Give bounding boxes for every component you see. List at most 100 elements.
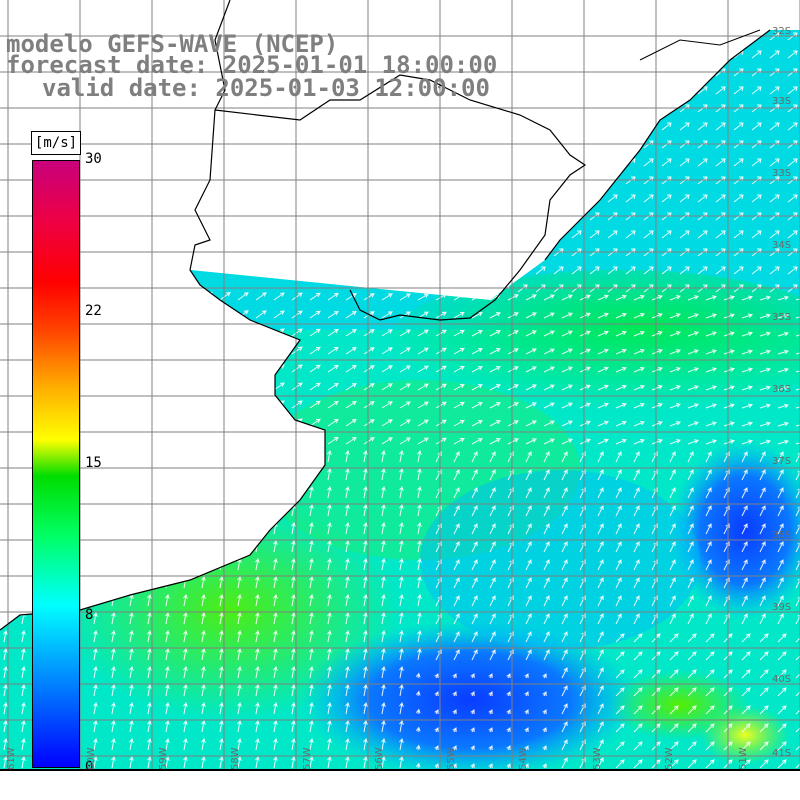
wind-arrow xyxy=(741,741,751,751)
wind-arrow xyxy=(597,667,604,679)
wind-arrow xyxy=(561,631,568,643)
wind-arrow xyxy=(517,50,528,59)
wind-arrow xyxy=(363,737,368,751)
wind-arrow xyxy=(597,559,604,571)
wind-arrow xyxy=(470,727,475,733)
wind-arrow xyxy=(21,434,33,445)
wind-arrow xyxy=(183,345,195,355)
wind-arrow xyxy=(669,439,681,445)
wind-arrow xyxy=(3,434,15,445)
wind-arrow xyxy=(669,741,679,751)
wind-arrow xyxy=(129,557,134,571)
wind-arrow xyxy=(453,577,460,589)
wind-arrow xyxy=(597,721,604,733)
wind-arrow xyxy=(687,687,697,697)
wind-arrow xyxy=(751,266,762,275)
wind-arrow xyxy=(759,439,771,445)
wind-arrow xyxy=(399,755,404,769)
wind-arrow xyxy=(759,313,771,319)
wind-arrow xyxy=(705,487,712,499)
wind-arrow xyxy=(661,122,672,131)
wind-arrow xyxy=(291,611,296,625)
wind-arrow xyxy=(183,485,188,499)
wind-arrow xyxy=(453,613,460,625)
wind-arrow xyxy=(435,383,447,391)
wind-arrow xyxy=(571,194,582,203)
wind-arrow xyxy=(499,158,510,167)
wind-arrow xyxy=(3,344,15,355)
wind-arrow xyxy=(309,575,314,589)
wind-arrow xyxy=(488,763,493,769)
wind-arrow xyxy=(381,629,386,643)
wind-arrow xyxy=(327,521,332,535)
wind-arrow xyxy=(705,451,712,463)
wind-arrow xyxy=(741,331,753,337)
wind-arrow xyxy=(679,230,690,239)
wind-arrow xyxy=(219,611,224,625)
wind-arrow xyxy=(434,745,439,751)
wind-arrow xyxy=(93,398,105,409)
wind-arrow xyxy=(3,665,8,679)
wind-arrow xyxy=(291,292,303,301)
wind-arrow xyxy=(597,631,604,643)
wind-arrow xyxy=(111,665,116,679)
wind-arrow xyxy=(741,541,748,553)
wind-arrow xyxy=(165,485,170,499)
wind-arrow xyxy=(417,557,422,571)
wind-arrow xyxy=(201,719,206,733)
wind-arrow xyxy=(741,559,748,571)
wind-arrow xyxy=(291,364,303,373)
wind-arrow xyxy=(291,557,296,571)
wind-arrow xyxy=(345,701,350,715)
wind-arrow xyxy=(345,665,350,679)
wind-arrow xyxy=(697,158,708,167)
wind-arrow xyxy=(517,158,528,167)
wind-arrow xyxy=(687,669,697,679)
wind-arrow xyxy=(751,86,762,95)
wind-arrow xyxy=(399,401,411,409)
wind-arrow xyxy=(273,436,285,445)
wind-arrow xyxy=(759,469,766,481)
wind-arrow xyxy=(327,418,339,427)
wind-arrow xyxy=(525,438,537,445)
wind-arrow xyxy=(769,158,780,167)
wind-arrow xyxy=(741,421,753,427)
wind-arrow xyxy=(452,745,457,751)
wind-arrow xyxy=(488,745,493,751)
wind-arrow xyxy=(769,194,780,203)
wind-arrow xyxy=(452,709,457,715)
wind-arrow xyxy=(3,539,8,553)
wind-arrow xyxy=(669,541,676,553)
wind-arrow xyxy=(183,755,188,769)
wind-arrow xyxy=(597,613,604,625)
wind-arrow xyxy=(687,577,694,589)
wind-arrow xyxy=(687,559,694,571)
wind-arrow xyxy=(543,366,555,373)
wind-arrow xyxy=(453,347,465,355)
wind-arrow xyxy=(345,611,350,625)
wind-arrow xyxy=(345,683,350,697)
wind-arrow xyxy=(661,86,672,95)
wind-arrow xyxy=(183,683,188,697)
wind-arrow xyxy=(679,266,690,275)
wind-arrow xyxy=(777,331,789,337)
wind-arrow xyxy=(499,122,510,131)
wind-arrow xyxy=(147,327,159,337)
wind-arrow xyxy=(651,349,663,355)
wind-arrow xyxy=(237,364,249,373)
wind-arrow xyxy=(543,451,550,463)
wind-arrow xyxy=(506,673,511,679)
wind-arrow xyxy=(489,451,496,463)
wind-arrow xyxy=(237,292,249,301)
wind-arrow xyxy=(705,577,712,589)
wind-arrow xyxy=(21,647,26,661)
wind-arrow xyxy=(687,541,694,553)
wind-arrow xyxy=(201,309,213,319)
wind-arrow xyxy=(291,629,296,643)
wind-arrow xyxy=(669,595,676,607)
wind-arrow xyxy=(759,669,769,679)
wind-arrow xyxy=(255,400,267,409)
wind-arrow xyxy=(561,487,568,499)
wind-arrow xyxy=(524,709,529,715)
wind-arrow xyxy=(147,737,152,751)
